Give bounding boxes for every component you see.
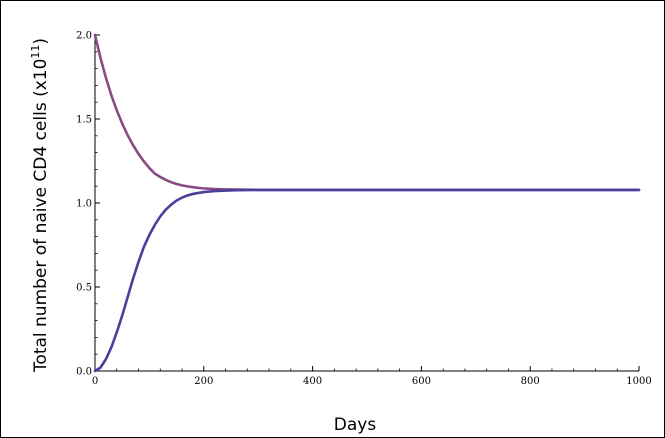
y-tick-label: 0.5 (76, 283, 92, 294)
x-tick-label: 200 (194, 376, 213, 387)
y-axis-label-superscript: 11 (29, 45, 42, 59)
y-tick-label: 1.5 (76, 115, 92, 126)
y-ticks: 0.0 0.5 1.0 1.5 2.0 (76, 31, 100, 378)
x-tick-label: 400 (303, 376, 322, 387)
x-tick-label: 600 (412, 376, 431, 387)
y-axis-label: Total number of naive CD4 cells (x1011) (29, 38, 51, 373)
x-axis-label: Days (334, 415, 377, 435)
x-ticks: 0 200 400 600 800 1000 (92, 366, 652, 387)
y-axis-label-main: Total number of naive CD4 cells (x10 (31, 59, 51, 374)
series-line-2 (93, 188, 641, 373)
x-tick-label: 1000 (626, 376, 651, 387)
y-tick-label: 0.0 (76, 367, 92, 378)
y-tick-label: 1.0 (76, 199, 92, 210)
x-tick-label: 0 (92, 376, 98, 387)
series-lines (93, 33, 641, 373)
x-tick-label: 800 (521, 376, 540, 387)
series-line-1 (93, 33, 641, 192)
y-tick-label: 2.0 (76, 31, 92, 42)
y-axis-label-close: ) (31, 38, 51, 45)
axes (94, 35, 639, 372)
